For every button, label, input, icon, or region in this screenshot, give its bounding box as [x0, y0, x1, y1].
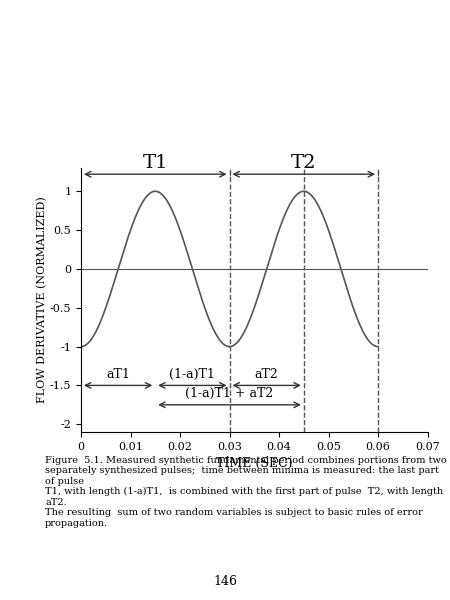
Text: (1-a)T1: (1-a)T1 [170, 368, 215, 381]
Text: 146: 146 [213, 575, 237, 588]
Y-axis label: FLOW DERIVATIVE (NORMALIZED): FLOW DERIVATIVE (NORMALIZED) [37, 197, 47, 403]
Text: aT2: aT2 [255, 368, 279, 381]
Text: aT1: aT1 [106, 368, 130, 381]
Text: (1-a)T1 + aT2: (1-a)T1 + aT2 [185, 387, 274, 400]
Text: T2: T2 [291, 154, 316, 172]
Text: T1: T1 [143, 154, 168, 172]
Text: Figure  5.1. Measured synthetic fundamental period combines portions from two
se: Figure 5.1. Measured synthetic fundament… [45, 456, 447, 527]
X-axis label: TIME (SEC): TIME (SEC) [216, 457, 292, 470]
